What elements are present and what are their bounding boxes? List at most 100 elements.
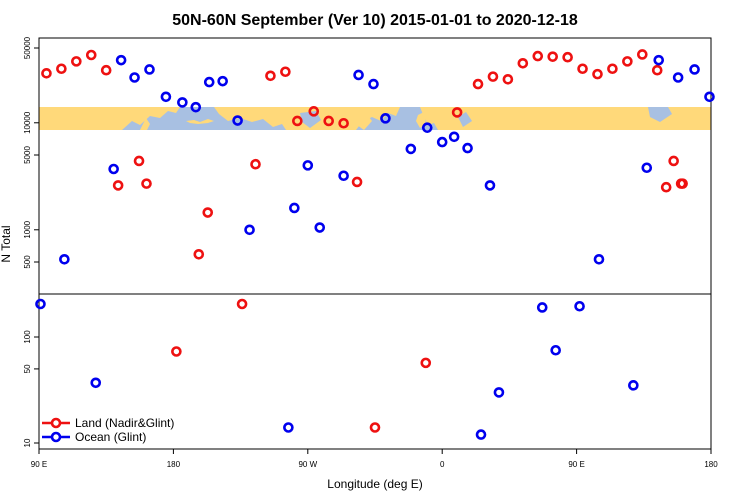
ocean-point (593, 253, 605, 265)
y-tick-label: 500 (23, 255, 32, 269)
y-tick-label: 50 (23, 364, 32, 373)
ocean-point (641, 162, 653, 174)
ocean-point (493, 387, 505, 398)
land-point (236, 298, 248, 310)
land-point (532, 50, 544, 62)
legend: Land (Nadir&Glint)Ocean (Glint) (42, 416, 174, 444)
land-point (308, 106, 320, 117)
x-tick-label: 0 (440, 460, 445, 469)
land-point (265, 70, 276, 82)
land-point (607, 63, 618, 75)
ocean-point (190, 101, 202, 113)
ocean-legend-marker (50, 431, 62, 443)
land-point (547, 51, 559, 62)
land-point (41, 68, 52, 79)
ocean-point (177, 97, 188, 108)
y-tick-label: 1000 (23, 220, 32, 238)
land-point (141, 178, 152, 189)
land-point (451, 107, 463, 118)
ocean-point (475, 429, 487, 440)
ocean-point (108, 163, 119, 175)
land-point (351, 176, 363, 188)
land-point (677, 178, 688, 189)
ocean-point (283, 422, 294, 433)
ocean-point (405, 143, 417, 155)
land-point (100, 64, 112, 76)
lower-y-axis: 10 50 100 (23, 330, 39, 447)
land-point (651, 64, 663, 76)
ocean-point (653, 54, 665, 66)
world-map-strip (39, 107, 711, 130)
land-point (71, 56, 82, 67)
map-ocean-baltic (458, 112, 472, 127)
ocean-point (353, 69, 364, 81)
ocean-point (90, 377, 102, 389)
map-land-greenland-tip (355, 113, 372, 130)
chart-title: 50N-60N September (Ver 10) 2015-01-01 to… (172, 12, 578, 29)
land-point (369, 422, 381, 433)
ocean-point (689, 64, 700, 75)
map-land-europe (420, 107, 711, 130)
ocean-point (462, 142, 473, 154)
ocean-point (129, 72, 140, 83)
x-axis: 90 E 180 90 W 0 90 E 180 (31, 449, 718, 469)
ocean-point (160, 91, 172, 103)
ocean-point (302, 160, 314, 171)
land-point (472, 78, 484, 90)
land-point (660, 181, 672, 193)
land-point (420, 357, 432, 369)
ocean-point (289, 202, 300, 214)
upper-y-axis: 500 1000 5000 10000 50000 (23, 36, 39, 269)
ocean-point (203, 76, 215, 88)
land-legend-label: Land (Nadir&Glint) (75, 416, 174, 430)
ocean-point (436, 136, 448, 148)
land-point (577, 63, 588, 75)
land-point (487, 71, 499, 82)
map-ocean-okhotsk (648, 107, 672, 122)
land-point (85, 49, 97, 61)
ocean-point (704, 91, 715, 103)
y-tick-label: 10000 (23, 111, 32, 134)
map-land-kamchatka (140, 118, 150, 130)
land-point (562, 51, 573, 63)
map-land-aleutians (186, 119, 214, 124)
land-point (193, 249, 205, 260)
data-points (35, 49, 715, 440)
land-point (637, 49, 648, 60)
land-point (338, 117, 349, 129)
land-point (171, 346, 182, 357)
x-axis-label: Longitude (deg E) (327, 477, 422, 491)
ocean-point (628, 380, 639, 391)
ocean-point (232, 115, 243, 126)
ocean-point (448, 131, 460, 143)
x-tick-label: 90 E (31, 460, 47, 469)
map-land-eurasia-east (39, 107, 180, 130)
x-tick-label: 90 W (298, 460, 317, 469)
ocean-point (244, 224, 255, 236)
ocean-point (550, 344, 561, 356)
land-point (133, 155, 145, 167)
y-tick-label: 5000 (23, 146, 32, 164)
ocean-point (314, 222, 326, 233)
x-tick-label: 90 E (568, 460, 584, 469)
land-point (592, 68, 603, 80)
ocean-legend-label: Ocean (Glint) (75, 430, 146, 444)
land-point (502, 73, 514, 85)
y-tick-label: 50000 (23, 36, 32, 59)
ocean-point (144, 64, 155, 75)
land-point (622, 56, 633, 67)
y-tick-label: 10 (23, 438, 32, 447)
ocean-point (59, 253, 70, 265)
ocean-point (421, 122, 433, 133)
land-point (112, 180, 124, 191)
land-point (250, 158, 261, 170)
x-tick-label: 180 (167, 460, 181, 469)
land-point (292, 115, 303, 127)
lower-panel-frame (38, 293, 712, 450)
ocean-point (368, 78, 379, 90)
ocean-point (217, 75, 228, 87)
ocean-point (35, 298, 46, 310)
ocean-point (115, 54, 127, 66)
land-point (517, 57, 529, 69)
